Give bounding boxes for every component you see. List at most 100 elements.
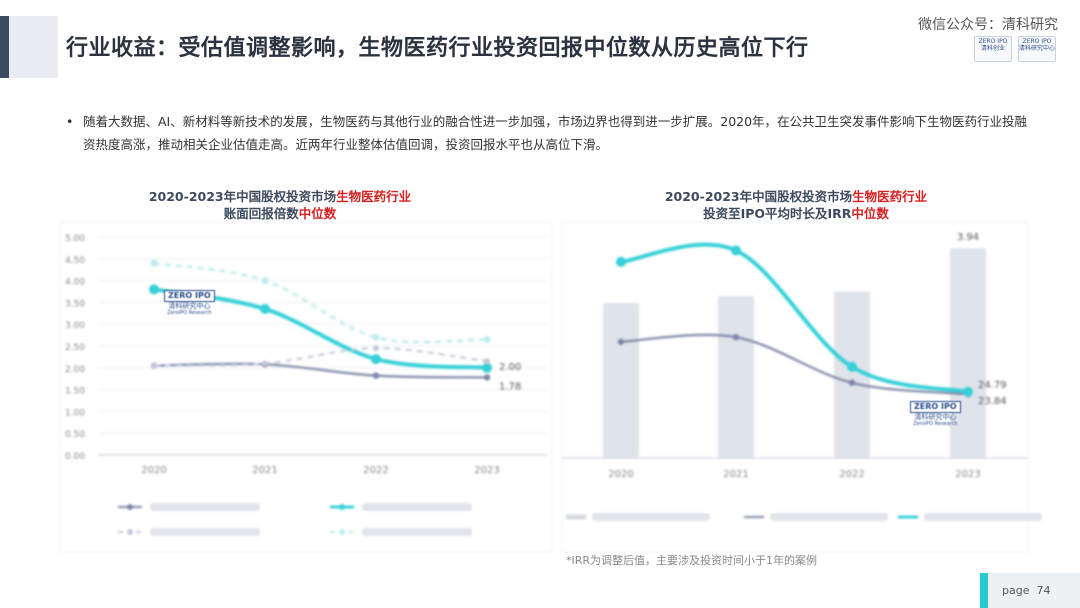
series-line	[153, 362, 488, 379]
x-tick-label: 2021	[723, 469, 748, 480]
y-tick-label: 1.50	[65, 387, 85, 397]
bullet-text: 随着大数据、AI、新材料等新技术的发展，生物医药与其他行业的融合性进一步加强，市…	[83, 114, 1028, 152]
series-line	[620, 242, 969, 394]
right-chart-title: 2020-2023年中国股权投资市场生物医药行业 投资至IPO平均时长及IRR中…	[636, 188, 956, 222]
logo-group: ZERO IPO 清科创业 ZERO IPO 清科研究中心	[974, 36, 1056, 62]
data-point	[261, 277, 269, 285]
data-point	[617, 338, 625, 345]
data-label: 2.00	[499, 362, 521, 373]
x-tick-label: 2023	[955, 469, 980, 480]
title-bar-background	[0, 16, 58, 78]
chart-frame	[561, 221, 1029, 553]
logo-en: ZeroIPO Research	[167, 309, 212, 316]
legend-text-blur	[362, 503, 472, 511]
data-point	[963, 386, 973, 397]
legend-marker	[339, 529, 345, 535]
title-highlight: 生物医药行业	[852, 189, 928, 204]
title-text: 2020-2023年中国股权投资市场	[664, 189, 853, 204]
x-tick-label: 2020	[608, 469, 633, 480]
bar	[718, 296, 754, 458]
data-point	[484, 358, 490, 365]
y-tick-label: 0.50	[65, 430, 85, 440]
series-line	[153, 261, 488, 344]
zero2ipo-research-logo: ZERO IPO 清科研究中心	[1018, 36, 1056, 62]
data-point	[482, 362, 492, 373]
data-point	[731, 245, 741, 256]
page-tab-accent	[980, 573, 988, 608]
y-tick-label: 5.00	[65, 234, 85, 244]
data-point	[847, 361, 857, 372]
series-line	[153, 347, 488, 367]
logo-cn: 清科研究中心	[914, 412, 957, 421]
logo-cn: 清科研究中心	[168, 301, 211, 310]
y-tick-label: 0.00	[65, 452, 85, 462]
x-tick-label: 2022	[839, 469, 864, 480]
logo-mark: ZERO IPO	[164, 290, 215, 302]
logo-text: 清科创业	[980, 44, 1005, 52]
data-point	[262, 360, 268, 367]
page-title: 行业收益：受估值调整影响，生物医药行业投资回报中位数从历史高位下行	[66, 36, 809, 61]
data-point	[373, 345, 379, 352]
title-highlight: 生物医药行业	[336, 189, 412, 204]
chart-frame	[59, 221, 553, 553]
legend-text-blur	[150, 503, 260, 511]
page-number: page 74	[1002, 584, 1050, 597]
x-tick-label: 2022	[363, 465, 388, 476]
logo-text: 清科研究中心	[1019, 44, 1056, 52]
data-point	[483, 335, 491, 343]
page-label: page	[1002, 584, 1030, 597]
title-highlight: 中位数	[851, 206, 889, 221]
legend-marker	[339, 504, 345, 510]
zero2ipo-logo: ZERO IPO 清科创业	[974, 36, 1012, 62]
legend-text-blur	[592, 513, 710, 521]
data-label: 1.78	[499, 381, 521, 392]
page-number-tab: page 74	[980, 573, 1080, 608]
bar	[950, 248, 986, 458]
logo-en: ZeroIPO Research	[913, 420, 958, 427]
legend-text-blur	[150, 528, 260, 536]
logo-text: ZERO IPO	[978, 38, 1008, 45]
y-tick-label: 4.50	[65, 256, 85, 266]
data-point	[151, 362, 157, 369]
bullet-dot: •	[66, 114, 74, 129]
title-text: 账面回报倍数	[223, 206, 299, 221]
title-text: 投资至IPO平均时长及IRR	[703, 206, 852, 221]
data-point	[848, 379, 856, 386]
legend-text-blur	[924, 513, 1042, 521]
y-tick-label: 3.00	[65, 321, 85, 331]
left-chart-title: 2020-2023年中国股权投资市场生物医药行业 账面回报倍数中位数	[120, 188, 440, 222]
y-tick-label: 1.00	[65, 408, 85, 418]
y-tick-label: 3.50	[65, 299, 85, 309]
title-accent-bar	[0, 16, 9, 78]
data-point	[260, 303, 270, 314]
bullet-paragraph: • 随着大数据、AI、新材料等新技术的发展，生物医药与其他行业的融合性进一步加强…	[66, 110, 1028, 156]
title-text: 2020-2023年中国股权投资市场	[148, 189, 337, 204]
x-tick-label: 2021	[252, 465, 277, 476]
data-point	[732, 333, 740, 341]
legend-text-blur	[362, 528, 472, 536]
legend-marker	[127, 529, 133, 535]
data-point	[372, 333, 380, 341]
legend-marker	[127, 504, 133, 510]
watermark: 微信公众号：清科研究	[918, 17, 1058, 33]
data-point	[150, 259, 158, 267]
footnote: *IRR为调整后值，主要涉及投资时间小于1年的案例	[566, 554, 818, 567]
series-line	[620, 333, 969, 396]
data-point	[372, 372, 380, 379]
data-label: 24.79	[978, 380, 1007, 391]
chart-logo-badge: ZERO IPO 清科研究中心 ZeroIPO Research	[910, 401, 961, 427]
y-tick-label: 4.00	[65, 278, 85, 288]
legend-text-blur	[770, 513, 888, 521]
x-tick-label: 2020	[141, 465, 166, 476]
chart-logo-badge: ZERO IPO 清科研究中心 ZeroIPO Research	[164, 290, 215, 316]
data-point	[483, 374, 491, 381]
page-number-value: 74	[1036, 584, 1051, 597]
logo-text: ZERO IPO	[1022, 38, 1052, 45]
data-point	[371, 354, 381, 365]
bar	[603, 302, 639, 458]
y-tick-label: 2.00	[65, 365, 85, 375]
data-point	[149, 284, 159, 295]
y-tick-label: 2.50	[65, 343, 85, 353]
title-highlight: 中位数	[298, 206, 337, 221]
